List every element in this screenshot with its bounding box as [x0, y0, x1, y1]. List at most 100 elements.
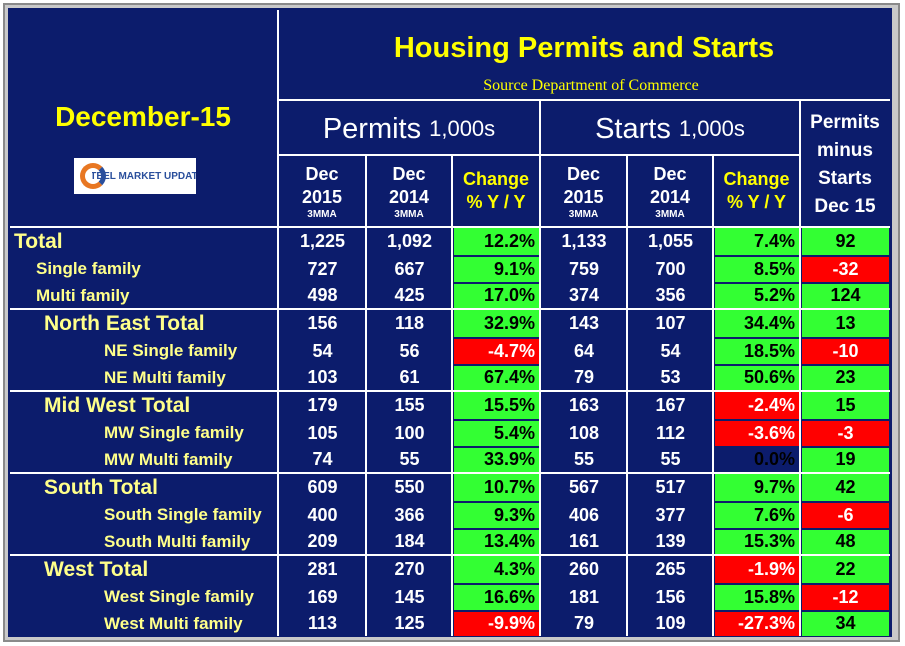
- header-line: % Y / Y: [466, 192, 526, 212]
- row-label: Mid West Total: [44, 393, 191, 417]
- group-line: [10, 554, 890, 556]
- logo-icon: [80, 163, 106, 189]
- cell: 156: [655, 586, 686, 607]
- cell: -10: [802, 339, 889, 364]
- row-label: Multi family: [36, 285, 130, 305]
- cell: 92: [802, 228, 889, 255]
- column-header: Change % Y / Y: [452, 157, 540, 225]
- column-header: Dec 2015 3MMA: [278, 157, 366, 225]
- cell: -9.9%: [454, 611, 539, 636]
- row-label: Single family: [36, 259, 141, 279]
- cell: 55: [660, 449, 681, 470]
- group-name: Permits: [322, 112, 422, 145]
- header-line: Change: [462, 169, 529, 189]
- cell: 179: [307, 395, 338, 415]
- cell: -3: [802, 421, 889, 446]
- title: Housing Permits and Starts: [393, 31, 775, 64]
- cell: 79: [573, 367, 595, 388]
- header-line: Dec 15: [814, 196, 876, 217]
- cell: 15.8%: [715, 585, 799, 610]
- cell: 23: [802, 365, 889, 390]
- h-line: [278, 154, 800, 156]
- cell: 16.6%: [454, 585, 539, 610]
- header-note: 3MMA: [568, 208, 599, 220]
- row-label: South Single family: [104, 505, 262, 525]
- group-line: [10, 390, 890, 392]
- group-name: Starts: [595, 112, 671, 145]
- cell: 5.4%: [454, 421, 539, 446]
- cell: -32: [802, 257, 889, 282]
- cell: 13: [802, 310, 889, 337]
- cell: 8.5%: [715, 257, 799, 282]
- cell: 13.4%: [454, 529, 539, 554]
- cell: 1,133: [561, 231, 607, 251]
- cell: 374: [568, 285, 600, 306]
- cell: 377: [655, 504, 686, 525]
- cell: 270: [394, 559, 425, 579]
- cell: 113: [307, 613, 338, 634]
- cell: 109: [655, 613, 686, 634]
- v-line: [451, 155, 453, 636]
- cell: 15: [802, 392, 889, 419]
- header-line: % Y / Y: [726, 192, 787, 212]
- cell: 281: [307, 559, 338, 579]
- cell: 260: [568, 559, 600, 579]
- cell: 163: [568, 395, 600, 415]
- v-line: [712, 155, 714, 636]
- group-header: Permits 1,000s: [278, 104, 540, 154]
- group-line: [10, 472, 890, 474]
- v-line: [365, 155, 367, 636]
- cell: -4.7%: [454, 339, 539, 364]
- cell: 53: [660, 367, 681, 388]
- header-line: Change: [723, 169, 790, 189]
- column-header: Permits minus Starts Dec 15: [800, 104, 890, 226]
- source: Source Department of Commerce: [483, 77, 699, 94]
- cell: 9.3%: [454, 503, 539, 528]
- cell: 103: [307, 367, 338, 388]
- cell: 105: [307, 422, 338, 443]
- row-label: North East Total: [44, 311, 205, 335]
- cell: 48: [802, 529, 889, 554]
- cell: 517: [655, 477, 686, 497]
- logo-text: STEEL MARKET UPDATE: [92, 170, 196, 182]
- cell: 5.2%: [715, 283, 799, 308]
- cell: 667: [394, 258, 425, 279]
- cell: 67.4%: [454, 365, 539, 390]
- cell: 125: [394, 613, 425, 634]
- cell: 700: [655, 258, 686, 279]
- cell: 33.9%: [454, 447, 539, 472]
- row-label: NE Multi family: [104, 367, 226, 387]
- cell: 156: [307, 313, 338, 333]
- cell: 169: [307, 586, 338, 607]
- cell: 54: [660, 340, 681, 361]
- cell: 425: [394, 285, 425, 306]
- row-label: South Multi family: [104, 531, 251, 551]
- date: December-15: [55, 101, 231, 132]
- group-header: Starts 1,000s: [540, 104, 800, 154]
- column-header: Dec 2014 3MMA: [366, 157, 452, 225]
- header-line: Dec: [653, 163, 687, 184]
- cell: 22: [802, 556, 889, 583]
- cell: 15.3%: [715, 529, 799, 554]
- row-label: West Multi family: [104, 613, 243, 633]
- header-line: Dec: [566, 163, 601, 184]
- cell: 79: [573, 613, 595, 634]
- cell: 15.5%: [454, 392, 539, 419]
- row-label: South Total: [44, 475, 158, 499]
- cell: 100: [394, 422, 425, 443]
- cell: 7.4%: [715, 228, 799, 255]
- group-line: [10, 226, 890, 228]
- cell: 32.9%: [454, 310, 539, 337]
- cell: -1.9%: [715, 556, 799, 583]
- row-label: MW Multi family: [104, 449, 233, 469]
- cell: 18.5%: [715, 339, 799, 364]
- header-note: 3MMA: [655, 208, 685, 220]
- group-unit: 1,000s: [678, 116, 745, 141]
- cell: -3.6%: [715, 421, 799, 446]
- cell: 265: [655, 559, 686, 579]
- header-line: Dec: [305, 163, 339, 184]
- cell: 1,092: [386, 231, 433, 251]
- cell: 406: [568, 504, 600, 525]
- cell: 124: [802, 283, 889, 308]
- cell: 34: [802, 611, 889, 636]
